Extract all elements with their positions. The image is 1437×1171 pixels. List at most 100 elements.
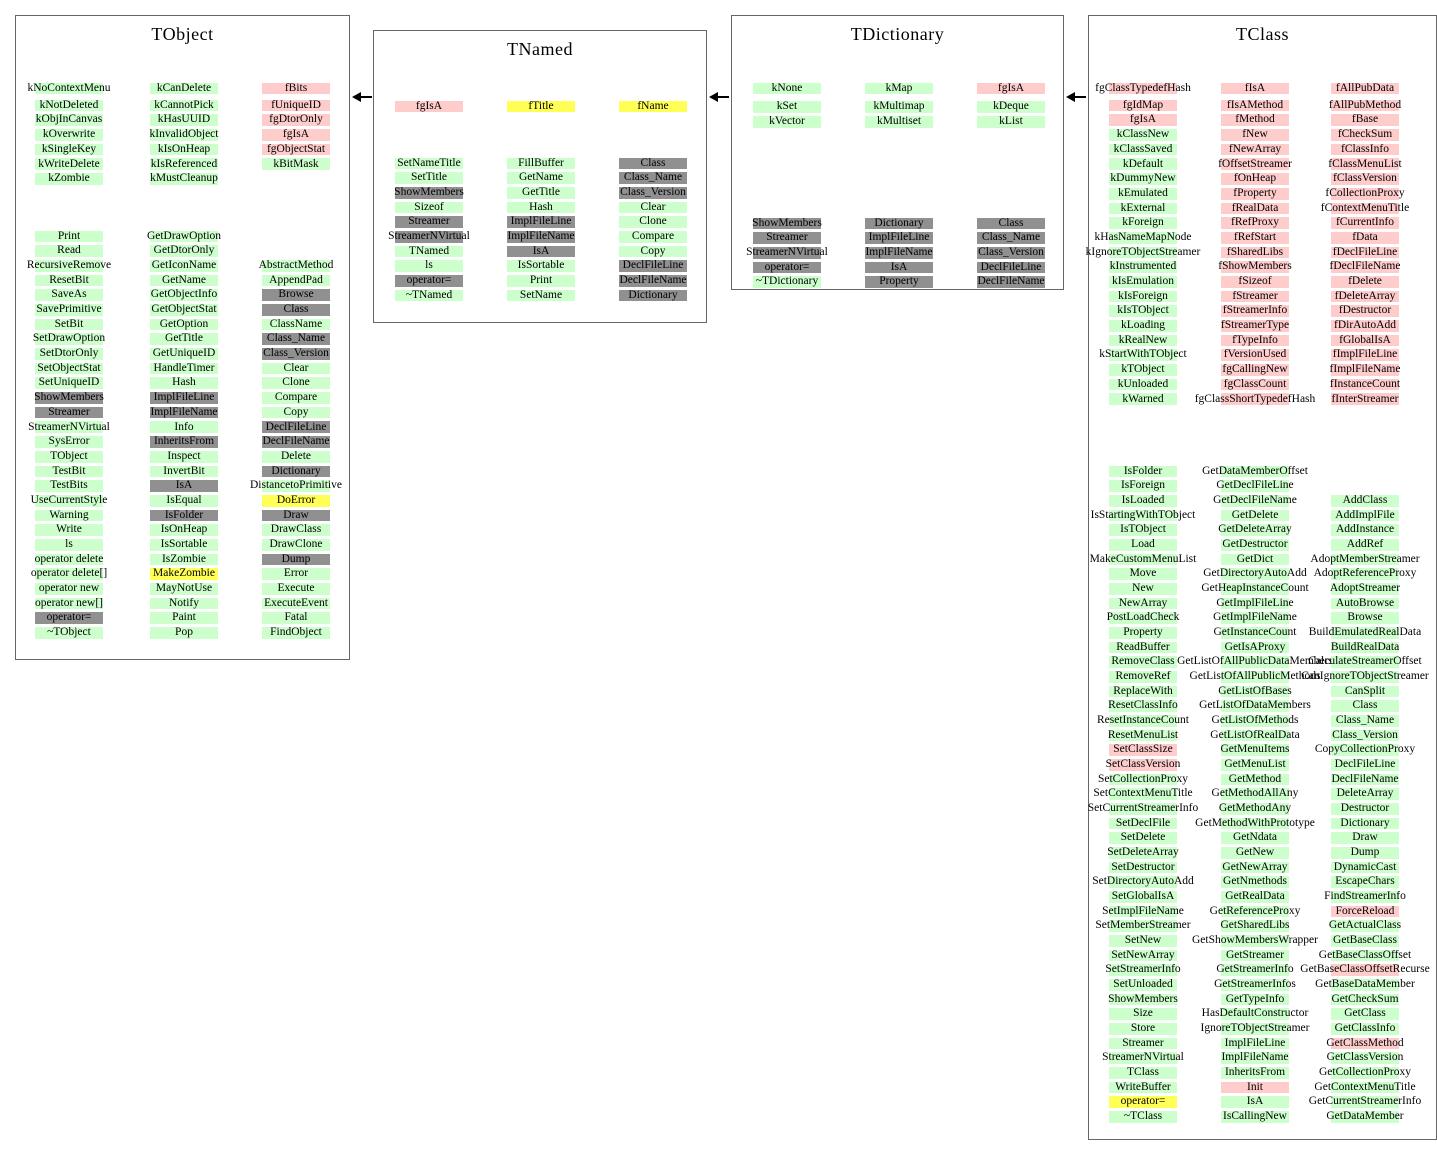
method-item[interactable]: ResetMenuList: [1078, 728, 1208, 743]
method-item[interactable]: SetDelete: [1078, 831, 1208, 846]
data-member-item[interactable]: kNoContextMenu: [4, 81, 134, 96]
method-item[interactable]: DeclFileName: [946, 275, 1076, 290]
method-item[interactable]: GetNdata: [1190, 831, 1320, 846]
method-item[interactable]: ImplFileName: [1190, 1051, 1320, 1066]
method-item[interactable]: AdoptMemberStreamer: [1300, 552, 1430, 567]
data-member-item[interactable]: fgIsA: [364, 99, 494, 114]
method-item[interactable]: GetDataMemberOffset: [1190, 464, 1320, 479]
method-item[interactable]: BuildRealData: [1300, 640, 1430, 655]
data-member-item[interactable]: fDeleteArray: [1300, 289, 1430, 304]
method-item[interactable]: TestBits: [4, 479, 134, 494]
method-item[interactable]: GetBaseClassOffsetRecurse: [1300, 963, 1430, 978]
data-member-item[interactable]: fBits: [231, 81, 361, 96]
data-member-item[interactable]: fStreamerType: [1190, 319, 1320, 334]
method-item[interactable]: GetUniqueID: [119, 347, 249, 362]
data-member-item[interactable]: kWriteDelete: [4, 157, 134, 172]
method-item[interactable]: GetListOfAllPublicDataMembers: [1177, 655, 1333, 670]
data-member-item[interactable]: fVersionUsed: [1190, 348, 1320, 363]
method-item[interactable]: SetUnloaded: [1078, 978, 1208, 993]
method-item[interactable]: GetClassInfo: [1300, 1022, 1430, 1037]
method-item[interactable]: Streamer: [1078, 1036, 1208, 1051]
method-item[interactable]: Class_Version: [588, 185, 718, 200]
method-item[interactable]: GetCurrentStreamerInfo: [1300, 1095, 1430, 1110]
method-item[interactable]: AddInstance: [1300, 523, 1430, 538]
data-member-item[interactable]: fNew: [1190, 128, 1320, 143]
method-item[interactable]: SaveAs: [4, 288, 134, 303]
method-item[interactable]: SetGlobalIsA: [1078, 889, 1208, 904]
method-item[interactable]: Fatal: [231, 611, 361, 626]
data-member-item[interactable]: fImplFileLine: [1300, 348, 1430, 363]
method-item[interactable]: AutoBrowse: [1300, 596, 1430, 611]
data-member-item[interactable]: kHasNameMapNode: [1078, 230, 1208, 245]
method-item[interactable]: GetDataMember: [1300, 1110, 1430, 1125]
data-member-item[interactable]: fNewArray: [1190, 142, 1320, 157]
method-item[interactable]: IsTObject: [1078, 523, 1208, 538]
data-member-item[interactable]: kClassNew: [1078, 128, 1208, 143]
method-item[interactable]: RemoveRef: [1078, 669, 1208, 684]
method-item[interactable]: SavePrimitive: [4, 302, 134, 317]
data-member-item[interactable]: fgClassCount: [1190, 377, 1320, 392]
method-item[interactable]: ImplFileLine: [476, 215, 606, 230]
method-item[interactable]: CopyCollectionProxy: [1300, 743, 1430, 758]
method-item[interactable]: IsFolder: [119, 508, 249, 523]
data-member-item[interactable]: fgIsA: [1078, 113, 1208, 128]
method-item[interactable]: operator=: [4, 611, 134, 626]
method-item[interactable]: GetClassVersion: [1300, 1051, 1430, 1066]
method-item[interactable]: New: [1078, 581, 1208, 596]
method-item[interactable]: ~TClass: [1078, 1110, 1208, 1125]
method-item[interactable]: SetDeclFile: [1078, 816, 1208, 831]
data-member-item[interactable]: kCannotPick: [119, 98, 249, 113]
data-member-item[interactable]: fInstanceCount: [1300, 377, 1430, 392]
method-item[interactable]: GetRealData: [1190, 889, 1320, 904]
method-item[interactable]: GetHeapInstanceCount: [1190, 581, 1320, 596]
data-member-item[interactable]: kList: [946, 114, 1076, 129]
method-item[interactable]: Dictionary: [588, 288, 718, 303]
method-item[interactable]: IsA: [119, 479, 249, 494]
method-item[interactable]: GetListOfAllPublicMethods: [1190, 669, 1320, 684]
method-item[interactable]: InheritsFrom: [119, 435, 249, 450]
method-item[interactable]: Write: [4, 523, 134, 538]
method-item[interactable]: operator new: [4, 582, 134, 597]
method-item[interactable]: IsA: [834, 260, 964, 275]
data-member-item[interactable]: kStartWithTObject: [1078, 348, 1208, 363]
method-item[interactable]: IsEqual: [119, 493, 249, 508]
method-item[interactable]: FindStreamerInfo: [1300, 890, 1430, 905]
data-member-item[interactable]: kIgnoreTObjectStreamer: [1078, 245, 1208, 260]
method-item[interactable]: FillBuffer: [476, 156, 606, 171]
data-member-item[interactable]: fIsA: [1190, 81, 1320, 96]
method-item[interactable]: SetDestructor: [1078, 860, 1208, 875]
method-item[interactable]: GetImplFileLine: [1190, 596, 1320, 611]
method-item[interactable]: StreamerNVirtual: [4, 420, 134, 435]
method-item[interactable]: IsSortable: [119, 537, 249, 552]
method-item[interactable]: operator new[]: [4, 596, 134, 611]
method-item[interactable]: GetTypeInfo: [1190, 992, 1320, 1007]
data-member-item[interactable]: fCheckSum: [1300, 128, 1430, 143]
class-title[interactable]: TObject: [151, 24, 214, 44]
method-item[interactable]: GetReferenceProxy: [1190, 904, 1320, 919]
method-item[interactable]: operator=: [722, 260, 852, 275]
method-item[interactable]: SysError: [4, 435, 134, 450]
method-item[interactable]: AbstractMethod: [231, 258, 361, 273]
method-item[interactable]: AddRef: [1300, 537, 1430, 552]
method-item[interactable]: SetClassSize: [1078, 743, 1208, 758]
data-member-item[interactable]: fInterStreamer: [1300, 392, 1430, 407]
data-member-item[interactable]: kDummyNew: [1078, 172, 1208, 187]
method-item[interactable]: TClass: [1078, 1066, 1208, 1081]
method-item[interactable]: Dump: [231, 552, 361, 567]
data-member-item[interactable]: fSharedLibs: [1190, 245, 1320, 260]
method-item[interactable]: IsSortable: [476, 259, 606, 274]
method-item[interactable]: Copy: [231, 405, 361, 420]
method-item[interactable]: Delete: [231, 449, 361, 464]
data-member-item[interactable]: kIsReferenced: [119, 157, 249, 172]
method-item[interactable]: ImplFileLine: [1190, 1036, 1320, 1051]
data-member-item[interactable]: fgClassTypedefHash: [1078, 81, 1208, 96]
data-member-item[interactable]: fData: [1300, 230, 1430, 245]
method-item[interactable]: AppendPad: [231, 273, 361, 288]
data-member-item[interactable]: kNotDeleted: [4, 98, 134, 113]
method-item[interactable]: Paint: [119, 611, 249, 626]
method-item[interactable]: WriteBuffer: [1078, 1080, 1208, 1095]
method-item[interactable]: GetOption: [119, 317, 249, 332]
data-member-item[interactable]: fOffsetStreamer: [1190, 157, 1320, 172]
method-item[interactable]: GetDeleteArray: [1190, 523, 1320, 538]
method-item[interactable]: Size: [1078, 1007, 1208, 1022]
